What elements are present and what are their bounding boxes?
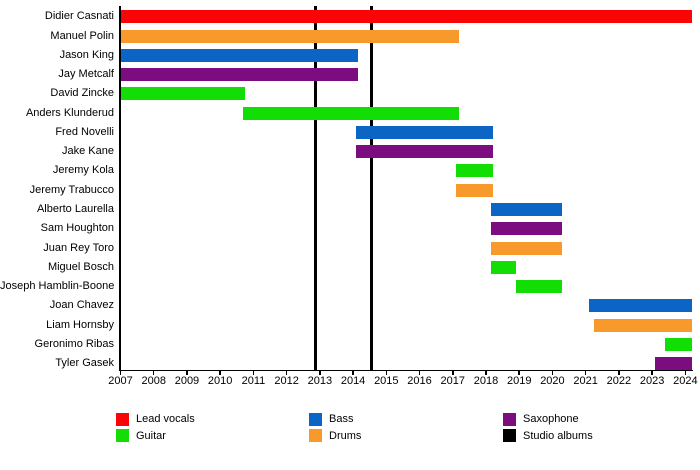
x-axis-tick (152, 370, 155, 375)
legend-label-studio_albums: Studio albums (523, 429, 593, 442)
member-tenure-bar (120, 29, 460, 43)
member-tenure-bar (120, 68, 359, 82)
member-tenure-bar (515, 280, 563, 294)
x-axis-tick (618, 370, 620, 375)
y-axis-line (118, 6, 121, 370)
member-name-label: Manuel Polin (50, 29, 114, 42)
member-name-label: Jeremy Kola (52, 164, 114, 177)
x-axis-tick-label: 2013 (307, 375, 333, 387)
legend-label-saxophone: Saxophone (523, 413, 579, 425)
x-axis-tick-label: 2017 (440, 375, 465, 387)
member-tenure-bar (593, 318, 692, 332)
x-axis-tick (584, 370, 587, 375)
x-axis-tick (551, 370, 554, 375)
x-axis-tick (385, 370, 388, 375)
member-name-label: David Zincke (50, 87, 114, 100)
x-axis-tick (352, 370, 354, 375)
legend-label-drums: Drums (329, 429, 362, 442)
member-name-label: Miguel Bosch (47, 260, 114, 273)
legend-swatch-saxophone (503, 412, 516, 426)
x-axis-tick-label: 2015 (374, 375, 399, 387)
member-name-label: Liam Hornsby (46, 318, 114, 331)
x-axis-tick-label: 2021 (573, 375, 598, 387)
x-axis-tick-label: 2012 (274, 375, 299, 387)
member-tenure-bar (588, 299, 692, 313)
legend-swatch-drums (309, 429, 322, 443)
member-tenure-bar (456, 164, 493, 178)
member-tenure-bar (243, 106, 460, 120)
member-name-label: Joseph Hamblin-Boone (0, 280, 115, 293)
x-axis-tick-label: 2011 (241, 375, 266, 387)
legend-label-bass: Bass (329, 413, 354, 425)
x-axis-tick (418, 370, 421, 375)
x-axis-tick (684, 370, 687, 375)
member-name-label: Anders Klunderud (25, 106, 114, 119)
member-name-label: Jason King (59, 48, 114, 61)
member-tenure-bar (120, 48, 359, 62)
member-name-label: Jeremy Trabucco (29, 183, 114, 196)
member-tenure-bar (490, 222, 563, 236)
member-name-label: Joan Chavez (49, 299, 114, 312)
x-axis-tick-label: 2014 (340, 375, 366, 387)
member-name-label: Didier Casnati (44, 10, 114, 23)
x-axis-line (118, 369, 693, 372)
member-tenure-bar (356, 145, 493, 159)
member-name-label: Alberto Laurella (36, 203, 114, 215)
x-axis-tick-label: 2016 (407, 375, 432, 387)
x-axis-tick-label: 2018 (473, 375, 499, 387)
member-name-label: Jake Kane (62, 145, 114, 158)
x-axis-tick-label: 2009 (174, 375, 200, 387)
studio-album-line (369, 6, 373, 370)
member-name-label: Geronimo Ribas (34, 337, 114, 350)
x-axis-tick-label: 2024 (673, 375, 698, 387)
x-axis-tick (186, 370, 188, 375)
x-axis-tick (518, 370, 520, 375)
member-tenure-bar (120, 87, 246, 101)
x-axis-tick (319, 370, 321, 375)
member-tenure-bar (655, 357, 692, 371)
member-tenure-bar (490, 203, 563, 216)
x-axis-tick-label: 2008 (141, 375, 166, 387)
x-axis-tick (219, 370, 221, 375)
x-axis-tick-label: 2010 (207, 375, 233, 387)
studio-album-line (314, 6, 318, 370)
member-tenure-bar (120, 10, 692, 24)
member-tenure-bar (490, 241, 563, 255)
member-name-label: Tyler Gasek (55, 357, 114, 370)
member-name-label: Fred Novelli (55, 125, 114, 138)
legend-swatch-bass (309, 412, 322, 426)
legend-swatch-lead_vocals (116, 412, 129, 426)
legend-swatch-guitar (116, 429, 129, 443)
x-axis-tick (252, 370, 255, 375)
member-tenure-bar (490, 260, 516, 274)
x-axis-tick-label: 2020 (540, 375, 565, 387)
x-axis-tick (285, 370, 288, 375)
member-name-label: Juan Rey Toro (43, 241, 114, 254)
x-axis-tick-label: 2007 (108, 375, 133, 387)
x-axis-tick-label: 2022 (606, 375, 632, 387)
member-tenure-bar (356, 125, 493, 139)
member-tenure-bar (665, 337, 692, 351)
x-axis-tick (452, 370, 454, 375)
legend-label-guitar: Guitar (136, 429, 166, 442)
x-axis-tick (485, 370, 487, 375)
x-axis-tick (651, 370, 653, 375)
x-axis-tick-label: 2023 (639, 375, 665, 387)
legend-swatch-studio_albums (503, 429, 516, 443)
legend-label-lead_vocals: Lead vocals (136, 413, 195, 425)
x-axis-tick (119, 370, 122, 375)
member-name-label: Jay Metcalf (58, 68, 114, 81)
member-name-label: Sam Houghton (40, 222, 114, 235)
x-axis-tick-label: 2019 (506, 375, 532, 387)
member-tenure-bar (456, 183, 493, 197)
